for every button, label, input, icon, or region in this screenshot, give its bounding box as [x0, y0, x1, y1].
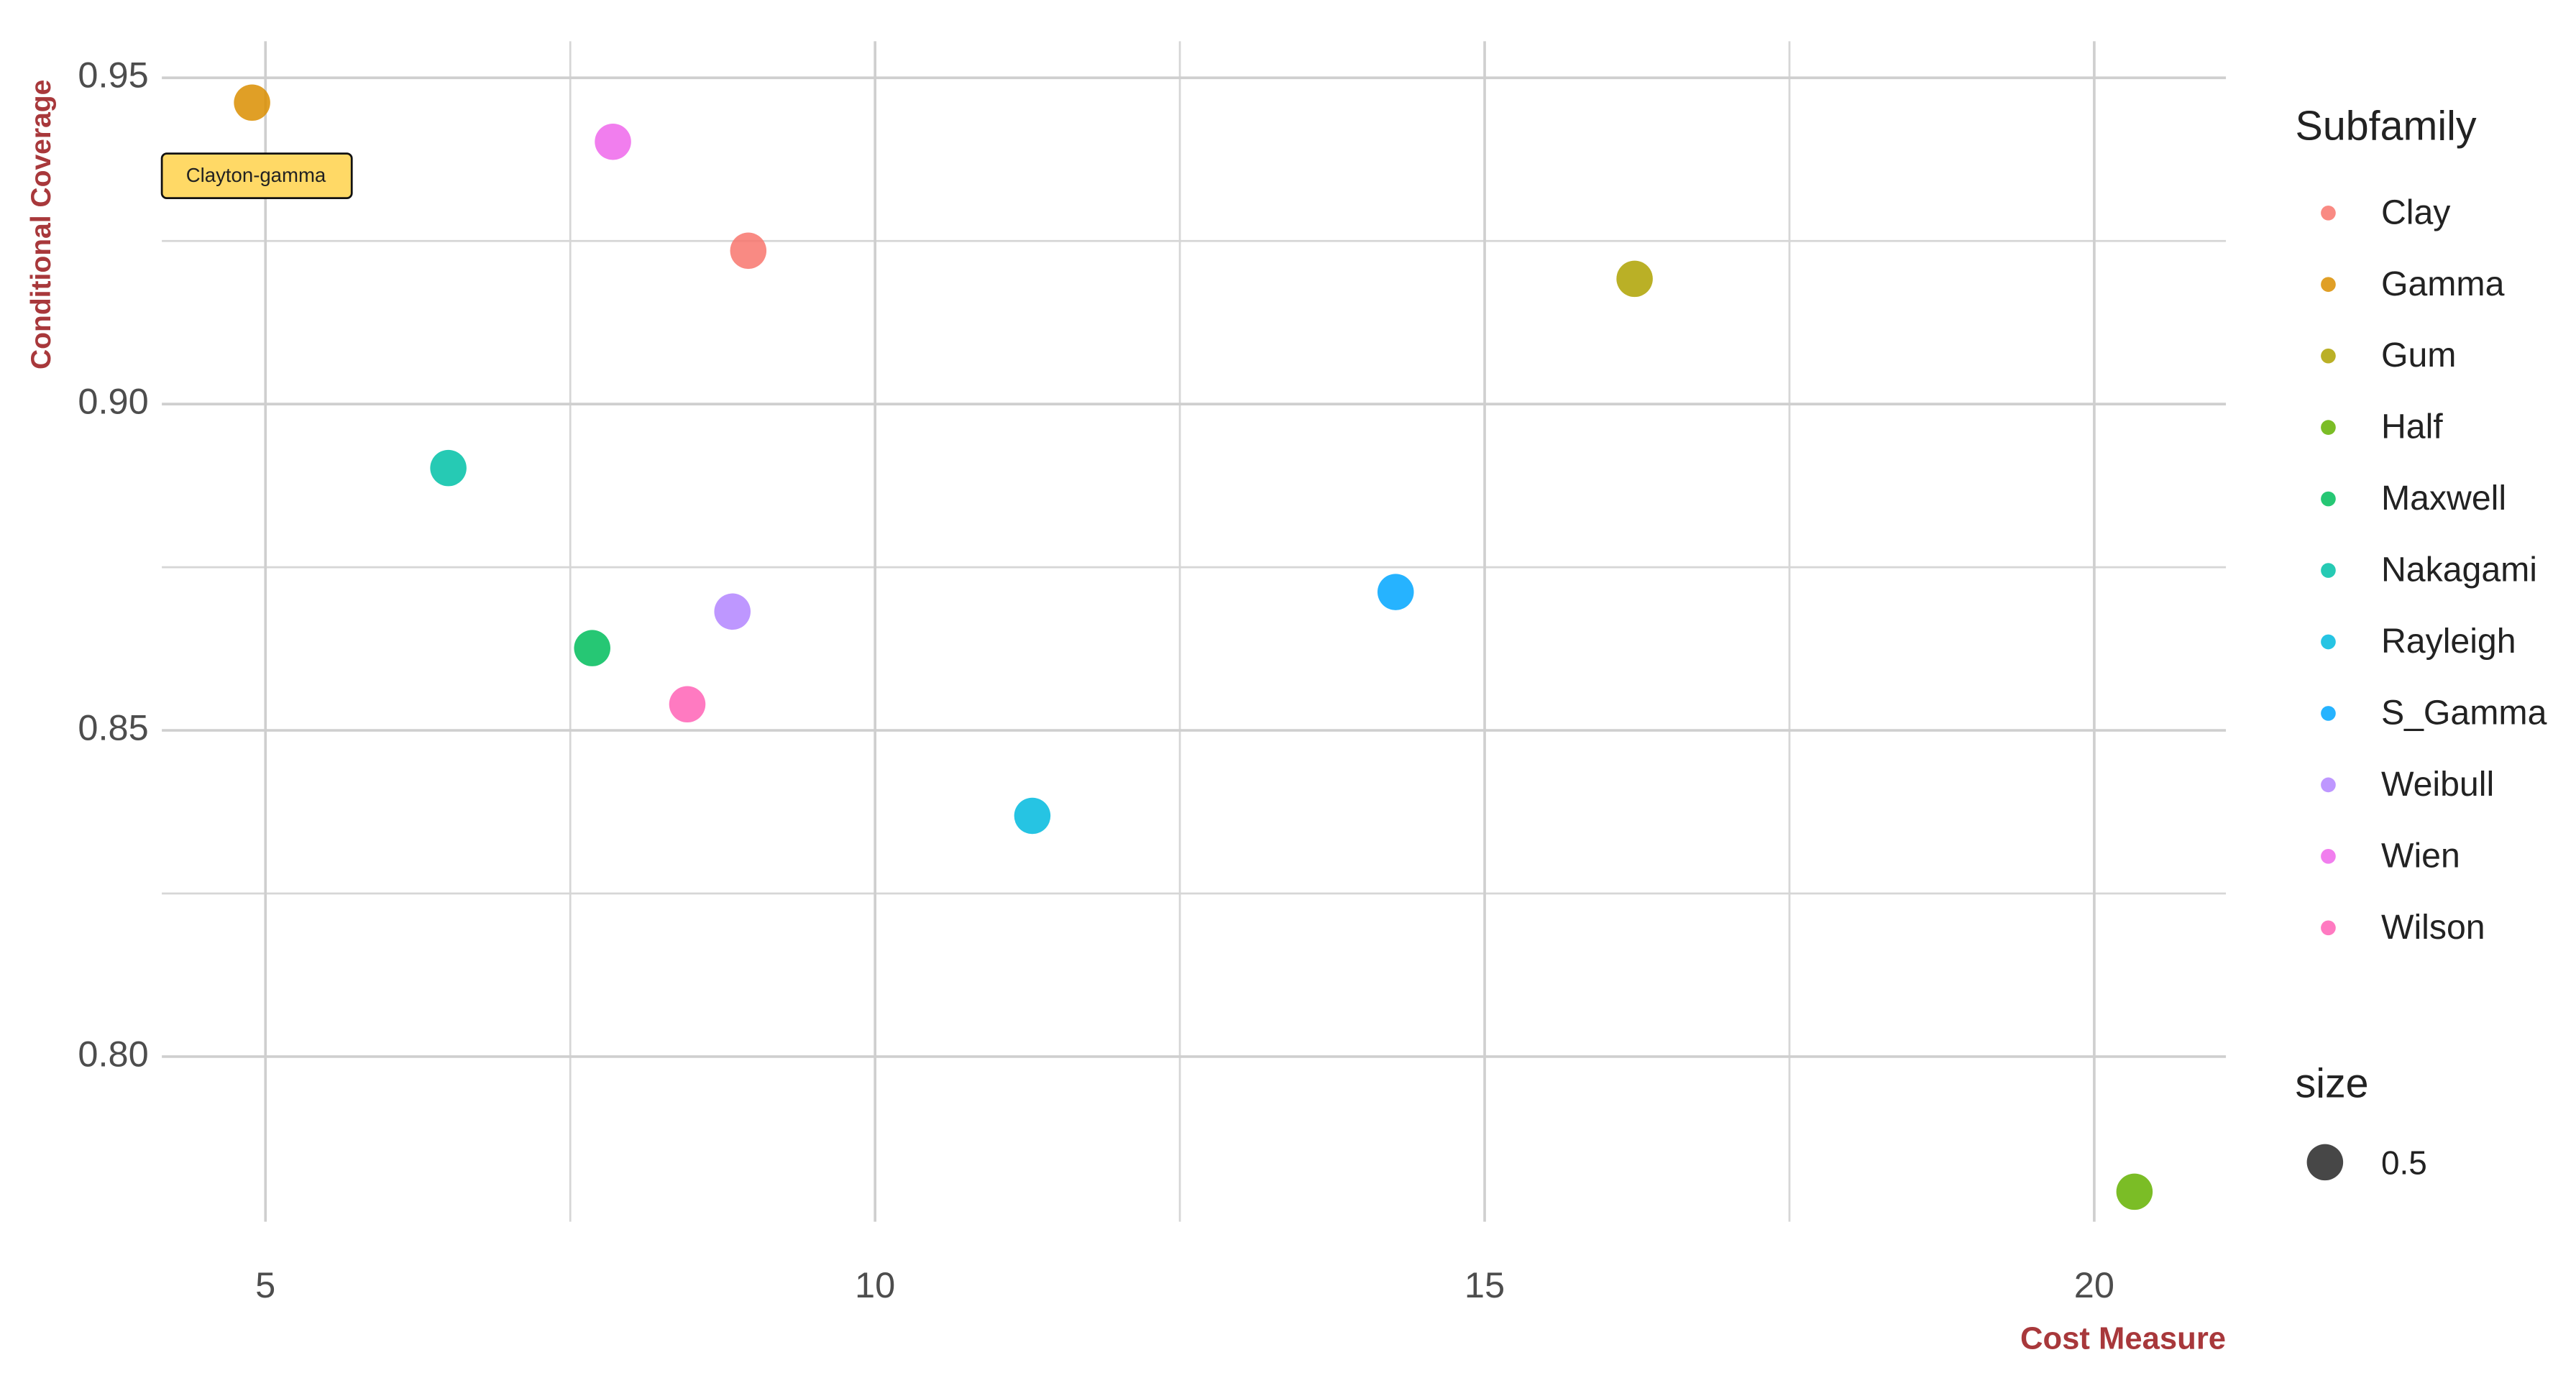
legend-label: Nakagami	[2381, 551, 2537, 589]
y-tick-label: 0.85	[78, 707, 148, 748]
legend-label: Maxwell	[2381, 479, 2506, 518]
legend-label: Clay	[2381, 193, 2451, 231]
annotation-label: Clayton-gamma	[186, 164, 326, 186]
point	[2116, 1173, 2153, 1210]
annotation-box	[160, 152, 353, 199]
x-tick-label: 20	[2074, 1264, 2114, 1305]
legend-label: Gum	[2381, 336, 2457, 375]
legend-label: Rayleigh	[2381, 622, 2516, 661]
legend-title: Subfamily	[2296, 103, 2477, 149]
size-legend-title: size	[2296, 1060, 2369, 1106]
legend-label: S_Gamma	[2381, 693, 2547, 732]
legend-key	[2321, 277, 2336, 293]
legend-label: Gamma	[2381, 265, 2505, 303]
y-tick-label: 0.90	[78, 380, 148, 421]
x-tick-label: 15	[1465, 1264, 1505, 1305]
point	[595, 123, 631, 160]
y-tick-label: 0.80	[78, 1033, 148, 1074]
point	[730, 232, 767, 270]
legend-key	[2321, 205, 2336, 221]
size-legend-label: 0.5	[2381, 1144, 2427, 1182]
legend-key	[2321, 420, 2336, 435]
point	[234, 84, 270, 121]
legend-key	[2321, 563, 2336, 578]
point	[714, 593, 751, 630]
legend-key	[2321, 920, 2336, 936]
x-tick-label: 10	[855, 1264, 895, 1305]
point	[430, 449, 467, 487]
grid	[162, 41, 2227, 1222]
point	[669, 686, 706, 722]
legend-key	[2321, 348, 2336, 364]
legend-key	[2321, 634, 2336, 650]
legend-key	[2321, 848, 2336, 864]
legend-key	[2321, 777, 2336, 793]
legend-label: Wilson	[2381, 908, 2485, 947]
point	[1014, 797, 1051, 835]
point	[1616, 260, 1653, 298]
y-axis-title: Conditional Coverage	[26, 80, 57, 369]
point	[574, 630, 610, 666]
size-legend-key	[2306, 1144, 2344, 1181]
legend-label: Half	[2381, 408, 2443, 446]
legend-label: Weibull	[2381, 765, 2494, 804]
x-tick-label: 5	[255, 1264, 275, 1305]
y-tick-label: 0.95	[78, 55, 148, 96]
legend-key	[2321, 706, 2336, 721]
x-axis-title: Cost Measure	[2020, 1322, 2226, 1356]
legend-key	[2321, 491, 2336, 507]
marks	[234, 84, 2153, 1210]
point	[1377, 574, 1414, 610]
legend-label: Wien	[2381, 836, 2460, 875]
